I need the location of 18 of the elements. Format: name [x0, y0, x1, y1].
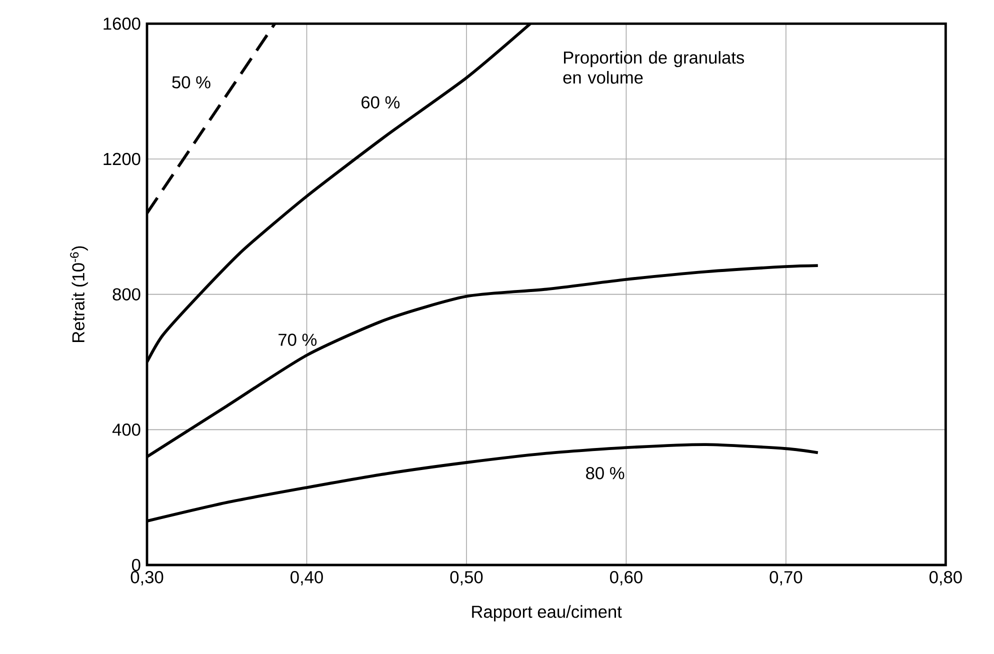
y-tick-label: 1200	[104, 152, 140, 166]
y-axis-title: Retrait (10$^{-6}$)	[70, 246, 88, 342]
y-tick-label: 800	[112, 288, 140, 300]
x-tick-label: 0,60	[610, 571, 642, 586]
series-label: 70 %	[278, 334, 317, 346]
y-tick-label: 400	[112, 424, 140, 436]
x-tick-label: 0,80	[929, 571, 962, 586]
y-tick-label: 0	[132, 558, 140, 572]
y-tick-label: 1600	[104, 18, 140, 30]
x-tick-label: 0,70	[770, 571, 802, 586]
x-tick-label: 0,30	[130, 571, 164, 586]
annotation: Proportion de granulats en volume	[563, 50, 744, 84]
x-tick-label: 0,50	[450, 571, 483, 586]
series-label: 50 %	[172, 76, 210, 88]
series-label: 60 %	[362, 96, 400, 108]
series-label: 80 %	[586, 467, 624, 480]
x-tick-label: 0,40	[290, 571, 323, 586]
x-axis-title: Rapport eau/ciment	[472, 605, 622, 622]
